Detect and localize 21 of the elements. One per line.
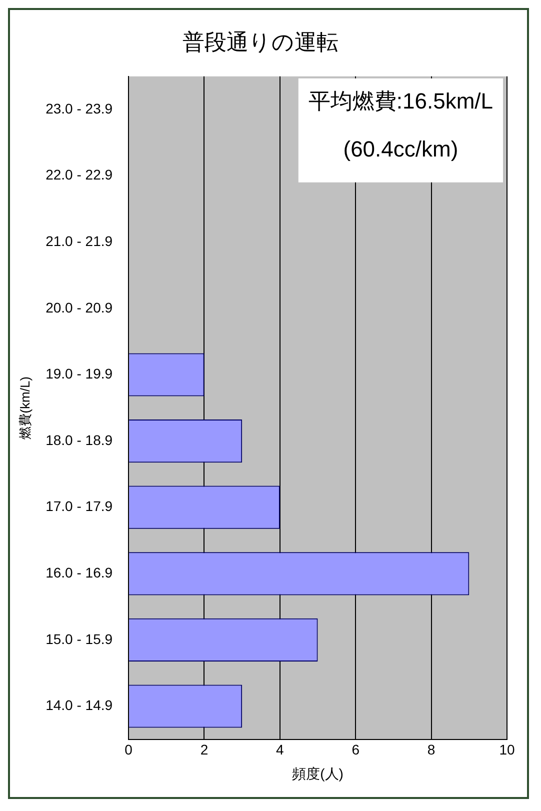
y-tick-label: 16.0 - 16.9	[46, 564, 113, 581]
annotation: (60.4cc/km)	[343, 136, 458, 162]
y-tick-label: 14.0 - 14.9	[46, 697, 113, 714]
y-tick-label: 17.0 - 17.9	[46, 498, 113, 514]
y-tick-label: 21.0 - 21.9	[46, 233, 113, 250]
y-tick-label: 23.0 - 23.9	[46, 100, 113, 116]
x-tick-label: 0	[124, 742, 133, 758]
x-tick-label: 10	[499, 742, 515, 758]
y-tick-label: 22.0 - 22.9	[46, 166, 113, 183]
x-tick-label: 4	[276, 742, 284, 758]
x-tick-label: 8	[427, 742, 436, 758]
chart-title: 普段通りの運転	[182, 29, 338, 54]
x-tick-label: 2	[200, 742, 208, 758]
y-tick-label: 20.0 - 20.9	[46, 299, 113, 316]
y-tick-label: 15.0 - 15.9	[46, 630, 113, 647]
annotation: 平均燃費:16.5km/L	[308, 88, 493, 114]
y-tick-label: 19.0 - 19.9	[46, 366, 113, 382]
x-tick-label: 6	[352, 742, 360, 758]
y-axis-title: 燃費(km/L)	[17, 376, 32, 440]
y-tick-label: 18.0 - 18.9	[46, 432, 113, 448]
x-axis-title: 頻度(人)	[292, 765, 344, 782]
